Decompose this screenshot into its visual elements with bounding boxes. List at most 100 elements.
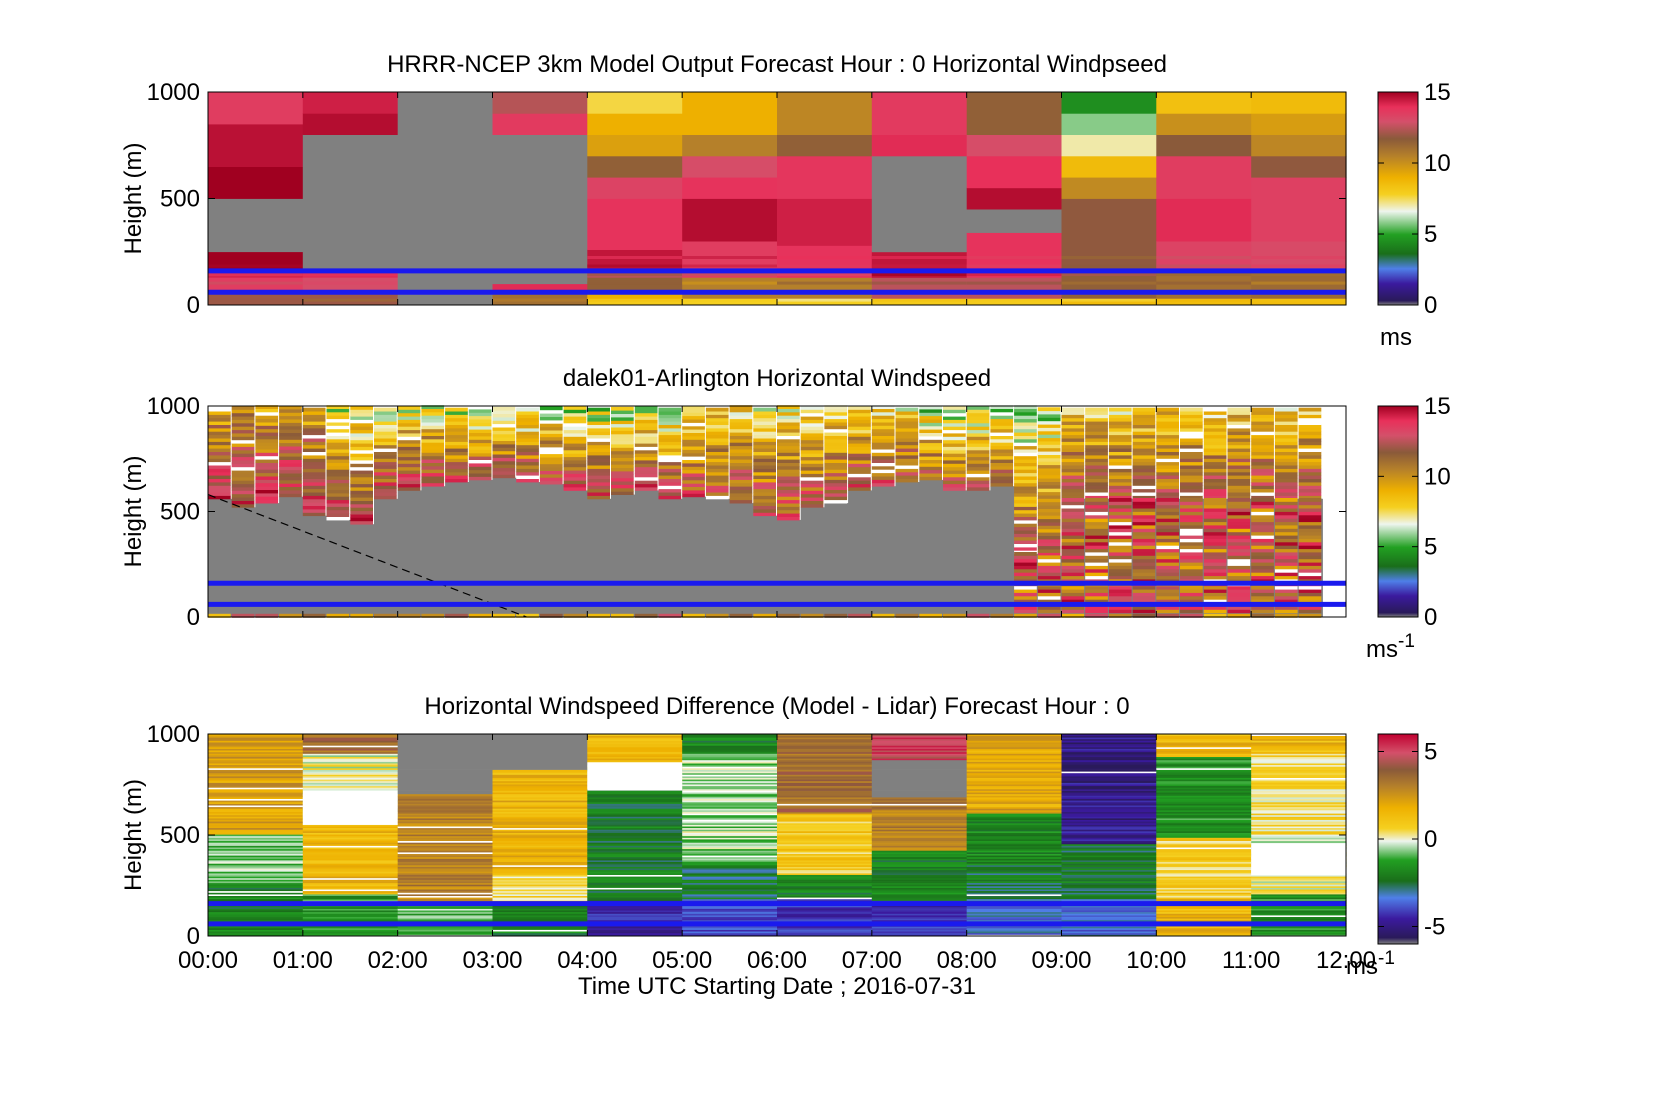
- diff-cell: [1061, 746, 1157, 749]
- lidar-cell: [279, 436, 302, 440]
- lidar-cell: [1203, 514, 1227, 519]
- diff-cell: [397, 780, 494, 783]
- lidar-cell: [729, 418, 753, 423]
- lidar-cell: [1227, 441, 1251, 446]
- lidar-cell: [397, 429, 421, 434]
- lidar-cell: [1298, 535, 1322, 539]
- lidar-cell: [634, 416, 658, 420]
- model-band: [302, 273, 398, 277]
- lidar-cell: [1108, 424, 1132, 429]
- lidar-cell: [1014, 415, 1037, 420]
- lidar-cell: [1227, 478, 1251, 483]
- lidar-cell: [1061, 411, 1085, 415]
- lidar-cell: [1274, 558, 1298, 563]
- lidar-cell: [966, 436, 990, 441]
- lidar-cell: [1298, 482, 1322, 486]
- diff-cell: [208, 858, 304, 861]
- lidar-cell: [1108, 492, 1132, 496]
- lidar-cell: [824, 435, 848, 440]
- diff-cell: [871, 787, 968, 790]
- lidar-cell: [231, 409, 255, 414]
- lidar-cell: [705, 475, 729, 479]
- diff-cell: [587, 819, 683, 822]
- diff-cell: [1251, 895, 1347, 898]
- lidar-cell: [563, 422, 587, 427]
- lidar-cell: [1274, 538, 1298, 543]
- diff-cell: [682, 745, 778, 748]
- lidar-cell: [255, 499, 279, 504]
- lidar-cell: [1274, 458, 1298, 463]
- lidar-cell: [1085, 495, 1108, 500]
- lidar-cell: [753, 414, 776, 419]
- diff-cell: [397, 918, 494, 921]
- diff-cell: [1251, 826, 1347, 829]
- lidar-cell: [1061, 592, 1085, 597]
- lidar-cell: [729, 472, 753, 477]
- lidar-cell: [1180, 592, 1203, 597]
- lidar-cell: [445, 441, 468, 446]
- diff-cell: [492, 780, 588, 783]
- lidar-cell: [1227, 545, 1251, 550]
- lidar-cell: [397, 412, 421, 417]
- panel-title: HRRR-NCEP 3km Model Output Forecast Hour…: [387, 51, 1167, 78]
- lidar-cell: [1108, 525, 1132, 529]
- lidar-cell: [279, 490, 302, 494]
- lidar-cell: [350, 466, 373, 471]
- diff-cell: [492, 785, 588, 788]
- lidar-cell: [1251, 562, 1274, 566]
- lidar-cell: [871, 432, 895, 436]
- lidar-cell: [1156, 485, 1179, 490]
- diff-cell: [682, 864, 778, 867]
- diff-cell: [1061, 810, 1157, 812]
- diff-cell: [1061, 908, 1157, 911]
- diff-cell: [397, 761, 494, 764]
- lidar-cell: [468, 452, 492, 457]
- lidar-cell: [1298, 498, 1322, 502]
- diff-cell: [302, 769, 399, 772]
- lidar-cell: [753, 438, 776, 442]
- diff-cell: [492, 873, 588, 875]
- diff-cell: [208, 864, 304, 867]
- diff-cell: [871, 800, 968, 803]
- lidar-cell: [966, 416, 990, 420]
- lidar-cell: [516, 438, 539, 442]
- lidar-cell: [208, 488, 231, 493]
- diff-gap: [587, 762, 683, 791]
- diff-cell: [492, 758, 588, 761]
- diff-cell: [1156, 905, 1252, 908]
- diff-cell: [302, 847, 399, 850]
- lidar-cell: [1156, 441, 1179, 446]
- model-cell: [587, 292, 683, 299]
- lidar-cell: [1156, 525, 1179, 529]
- lidar-cell: [1227, 434, 1251, 439]
- diff-cell: [966, 866, 1063, 869]
- lidar-cell: [468, 449, 492, 454]
- diff-cell: [492, 894, 588, 896]
- lidar-cell: [1156, 482, 1179, 486]
- diff-cell: [587, 751, 683, 754]
- lidar-cell: [943, 422, 966, 427]
- diff-cell: [1061, 926, 1157, 929]
- diff-cell: [302, 934, 399, 937]
- lidar-cell: [824, 496, 848, 501]
- lidar-cell: [1085, 421, 1108, 425]
- diff-cell: [587, 916, 683, 919]
- diff-cell: [208, 910, 304, 913]
- lidar-cell: [1227, 438, 1251, 442]
- lidar-cell: [777, 469, 800, 474]
- lidar-cell: [397, 443, 421, 447]
- lidar-surface: [705, 613, 729, 618]
- diff-cell: [1156, 816, 1252, 819]
- lidar-cell: [1061, 438, 1085, 442]
- lidar-cell: [919, 476, 942, 481]
- lidar-cell: [1085, 535, 1108, 539]
- lidar-cell: [255, 445, 279, 450]
- diff-cell: [1251, 738, 1347, 741]
- diff-cell: [302, 834, 399, 837]
- lidar-cell: [871, 476, 895, 480]
- lidar-cell: [1298, 528, 1322, 533]
- diff-cell: [208, 906, 304, 909]
- lidar-cell: [1180, 562, 1203, 566]
- lidar-cell: [729, 432, 753, 436]
- diff-cell: [1156, 793, 1252, 796]
